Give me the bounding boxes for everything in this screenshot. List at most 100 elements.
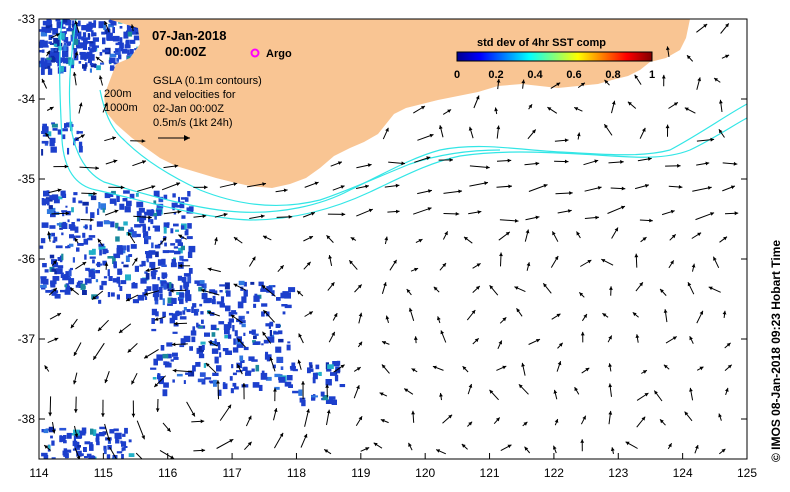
sst-pixel xyxy=(66,41,72,45)
sst-pixel xyxy=(51,268,58,272)
velocity-arrow xyxy=(130,139,146,143)
velocity-arrow xyxy=(262,235,272,241)
velocity-arrow xyxy=(663,364,670,370)
velocity-arrow xyxy=(689,335,694,344)
sst-pixel xyxy=(57,129,62,135)
sst-pixel xyxy=(173,212,177,215)
sst-pixel xyxy=(331,399,337,405)
sst-pixel xyxy=(101,280,107,286)
y-tick-label: -37 xyxy=(18,332,36,346)
velocity-arrow xyxy=(104,262,109,270)
velocity-arrow xyxy=(468,126,474,139)
velocity-arrow xyxy=(635,281,644,292)
velocity-arrow xyxy=(353,385,360,399)
velocity-arrow xyxy=(381,341,390,345)
y-tick-label: -35 xyxy=(18,172,36,186)
sst-pixel xyxy=(234,386,239,390)
sst-pixel xyxy=(74,446,80,450)
velocity-arrow xyxy=(48,396,53,417)
sst-pixel xyxy=(99,52,103,56)
velocity-arrow xyxy=(411,368,418,373)
sst-pixel xyxy=(196,322,199,328)
sst-pixel xyxy=(62,19,68,23)
sst-pixel xyxy=(225,350,232,355)
velocity-arrow xyxy=(262,331,272,344)
sst-pixel xyxy=(288,287,296,293)
sst-pixel xyxy=(196,283,204,286)
sst-pixel xyxy=(241,296,247,303)
velocity-arrow xyxy=(303,261,311,270)
sst-pixel xyxy=(140,278,147,284)
sst-pixel xyxy=(50,280,56,288)
sst-pixel xyxy=(49,195,55,200)
sst-pixel xyxy=(276,356,284,363)
sst-pixel xyxy=(82,201,89,206)
sst-pixel xyxy=(86,23,91,26)
velocity-arrow xyxy=(653,390,663,402)
sst-pixel xyxy=(322,395,329,401)
sst-pixel xyxy=(76,247,80,252)
velocity-arrow xyxy=(373,442,383,449)
velocity-arrow xyxy=(439,392,443,401)
sst-pixel xyxy=(158,196,164,203)
sst-pixel xyxy=(102,260,107,266)
map-date-title: 07-Jan-2018 xyxy=(152,28,226,43)
sst-pixel xyxy=(179,345,185,348)
sst-pixel xyxy=(188,245,196,253)
x-tick-label: 123 xyxy=(608,466,628,480)
velocity-arrow xyxy=(604,79,610,86)
velocity-arrow xyxy=(249,214,265,219)
sst-pixel xyxy=(251,359,258,362)
sst-pixel xyxy=(107,269,110,276)
velocity-arrow xyxy=(356,163,372,169)
velocity-arrow xyxy=(469,181,489,187)
sst-pixel xyxy=(155,311,159,317)
sst-pixel xyxy=(61,223,68,229)
sst-pixel xyxy=(258,281,264,287)
sst-pixel xyxy=(175,239,182,243)
sst-pixel xyxy=(85,267,90,271)
velocity-arrow xyxy=(406,288,412,296)
velocity-arrow xyxy=(186,401,196,417)
sst-pixel xyxy=(63,37,67,43)
velocity-arrow xyxy=(438,158,454,162)
sst-pixel xyxy=(116,247,124,255)
sst-pixel xyxy=(134,265,139,272)
sst-pixel xyxy=(291,362,296,370)
velocity-arrow xyxy=(49,312,62,320)
sst-pixel xyxy=(63,448,68,452)
velocity-arrow xyxy=(581,313,588,322)
sst-pixel xyxy=(121,441,127,447)
sst-pixel xyxy=(126,24,132,32)
velocity-arrow xyxy=(333,364,345,373)
sst-pixel xyxy=(65,285,71,290)
velocity-arrow xyxy=(713,77,721,83)
sst-pixel xyxy=(135,233,141,238)
velocity-arrow xyxy=(635,334,640,343)
velocity-arrow xyxy=(75,261,87,270)
sst-pixel xyxy=(49,140,55,147)
sst-pixel xyxy=(116,57,119,62)
velocity-arrow xyxy=(526,262,531,271)
sst-pixel xyxy=(107,292,111,298)
sst-pixel xyxy=(90,195,97,201)
sst-pixel xyxy=(63,43,67,46)
sst-pixel xyxy=(216,342,220,346)
sst-pixel xyxy=(218,344,221,351)
sst-pixel xyxy=(261,303,268,307)
sst-pixel xyxy=(85,26,90,31)
sst-pixel xyxy=(128,453,135,457)
sst-pixel xyxy=(315,364,320,370)
sst-pixel xyxy=(91,294,98,300)
sst-pixel xyxy=(188,370,195,377)
sst-pixel xyxy=(152,225,158,228)
sst-pixel xyxy=(87,33,91,39)
sst-pixel xyxy=(42,198,47,206)
sst-pixel xyxy=(101,31,106,35)
sst-pixel xyxy=(110,292,115,297)
velocity-arrow xyxy=(127,343,138,353)
sst-pixel xyxy=(158,373,161,377)
sst-pixel xyxy=(224,335,231,339)
sst-pixel xyxy=(88,455,96,459)
sst-pixel xyxy=(39,43,44,48)
